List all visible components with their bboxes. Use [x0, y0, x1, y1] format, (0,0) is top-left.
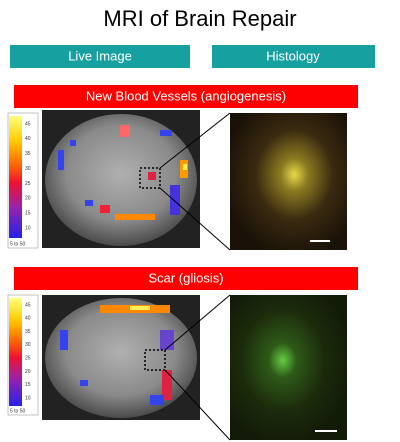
colorbar-tick-label: 15 — [25, 210, 31, 216]
colorbar-tick-label: 20 — [25, 196, 31, 202]
colorbar-tick-label: 30 — [25, 166, 31, 172]
zoom-line — [164, 369, 231, 441]
histology-image — [230, 113, 347, 250]
zoom-line — [159, 187, 231, 251]
scale-bar — [315, 430, 337, 432]
panel-label: Scar (gliosis) — [148, 270, 223, 285]
brain — [45, 298, 197, 418]
brain — [45, 114, 197, 246]
colorbar — [9, 116, 22, 238]
scale-bar — [310, 240, 330, 242]
colorbar-tick-label: 25 — [25, 181, 31, 187]
zoom-line — [159, 112, 231, 169]
activation-overlay — [60, 305, 174, 405]
histology-image — [230, 295, 347, 440]
title: MRI of Brain Repair — [103, 6, 296, 31]
tab-box — [10, 45, 190, 68]
tab-label: Live Image — [68, 48, 132, 63]
colorbar-tick-label: 35 — [25, 329, 31, 335]
panel-label: New Blood Vessels (angiogenesis) — [86, 88, 286, 103]
activation-overlay — [58, 125, 188, 220]
colorbar-ticks: 45 40 35 30 25 20 15 10 5 to 50 — [10, 121, 31, 247]
colorbar-tick-label: 35 — [25, 151, 31, 157]
colorbar-tick-label: 40 — [25, 136, 31, 142]
colorbar-tick-label: 10 — [25, 395, 31, 401]
panel-banner — [14, 267, 358, 290]
colorbar-ticks: 45 40 35 30 25 20 15 10 5 to 50 — [10, 302, 31, 414]
tab-label: Histology — [266, 48, 320, 63]
panel-banner — [14, 85, 358, 108]
zoom-line — [164, 294, 231, 351]
colorbar-range: 5 to 50 — [10, 241, 26, 247]
zoom-box — [139, 167, 161, 189]
colorbar — [9, 298, 22, 406]
colorbar-tick-label: 40 — [25, 316, 31, 322]
tab-box — [212, 45, 375, 68]
colorbar-tick-label: 45 — [25, 121, 31, 127]
colorbar-tick-label: 15 — [25, 382, 31, 388]
colorbar-tick-label: 25 — [25, 355, 31, 361]
colorbar-tick-label: 10 — [25, 225, 31, 231]
colorbar-tick-label: 45 — [25, 302, 31, 308]
zoom-box — [144, 349, 166, 371]
colorbar-tick-label: 30 — [25, 342, 31, 348]
colorbar-range: 5 to 50 — [10, 408, 26, 414]
colorbar-tick-label: 20 — [25, 369, 31, 375]
